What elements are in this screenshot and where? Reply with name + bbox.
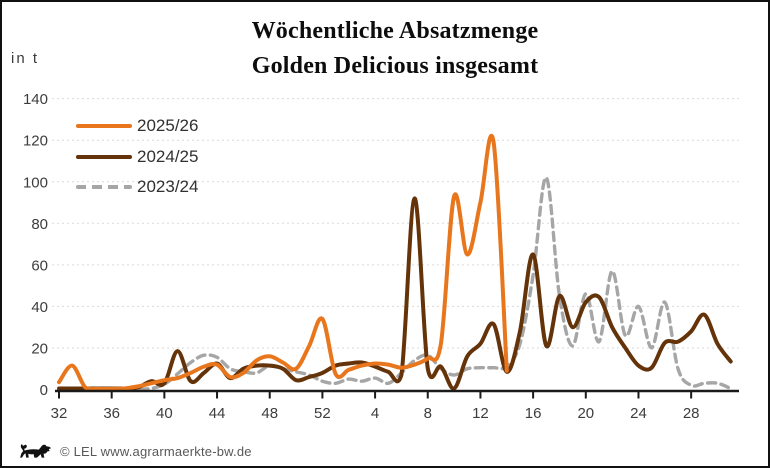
legend-label: 2023/24 xyxy=(137,177,199,197)
legend-item-2023-24: 2023/24 xyxy=(76,172,198,203)
legend: 2025/26 2024/25 2023/24 xyxy=(76,111,198,203)
y-tick-label-100: 100 xyxy=(23,174,48,191)
x-tick-label-4: 4 xyxy=(371,405,379,422)
y-tick-label-0: 0 xyxy=(40,382,48,399)
legend-line-sample-2023-24 xyxy=(76,185,132,190)
x-tick-label-16: 16 xyxy=(525,405,542,422)
x-tick-label-36: 36 xyxy=(103,405,120,422)
y-tick-label-80: 80 xyxy=(31,216,48,233)
footer: © LEL www.agrarmaerkte-bw.de xyxy=(19,442,252,460)
x-tick-label-8: 8 xyxy=(424,405,432,422)
x-tick-label-44: 44 xyxy=(209,405,226,422)
x-tick-label-32: 32 xyxy=(51,405,68,422)
legend-label: 2024/25 xyxy=(137,146,199,166)
chart-title-line2: Golden Delicious insgesamt xyxy=(251,53,539,79)
y-axis-unit-label: in t xyxy=(11,50,40,67)
y-tick-label-40: 40 xyxy=(31,299,48,316)
legend-line-sample-2025-26 xyxy=(76,124,132,129)
x-tick-label-20: 20 xyxy=(577,405,594,422)
x-tick-label-28: 28 xyxy=(683,405,700,422)
legend-line-sample-2024-25 xyxy=(76,154,132,159)
series-line-2024-25 xyxy=(57,196,733,391)
y-tick-label-140: 140 xyxy=(23,91,48,108)
y-tick-label-120: 120 xyxy=(23,133,48,150)
x-tick-label-52: 52 xyxy=(314,405,331,422)
legend-item-2025-26: 2025/26 xyxy=(76,111,198,142)
chart-title: Wöchentliche Absatzmenge Golden Deliciou… xyxy=(2,14,768,84)
copyright-text: © LEL www.agrarmaerkte-bw.de xyxy=(60,443,252,459)
x-tick-label-48: 48 xyxy=(261,405,278,422)
x-tick-label-12: 12 xyxy=(472,405,489,422)
legend-label: 2025/26 xyxy=(137,116,199,136)
legend-item-2024-25: 2024/25 xyxy=(76,142,198,173)
baden-wuerttemberg-lion-icon xyxy=(20,443,52,458)
x-tick-label-40: 40 xyxy=(156,405,173,422)
y-tick-label-20: 20 xyxy=(31,340,48,357)
series-line-2025-26 xyxy=(57,133,509,392)
chart-title-line1: Wöchentliche Absatzmenge xyxy=(251,18,539,44)
x-tick-label-24: 24 xyxy=(630,405,647,422)
y-tick-label-60: 60 xyxy=(31,257,48,274)
